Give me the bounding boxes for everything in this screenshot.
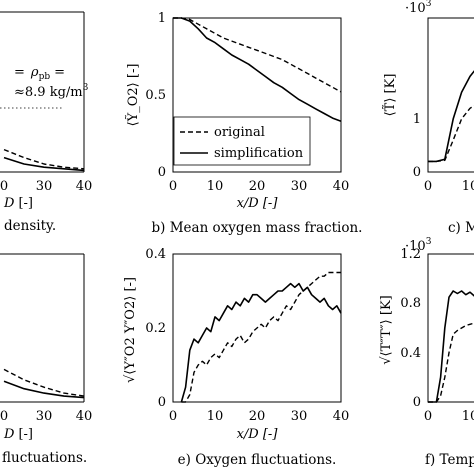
panel-e-caption: e) Oxygen fluctuations. — [178, 452, 337, 468]
panel-f-ytick-04: 0.4 — [400, 346, 421, 361]
panel-f-ylabel: √⟨T″T″⟩ [K] — [379, 295, 394, 364]
panel-b-xlabel: x/D [-] — [237, 196, 279, 211]
panel-b-series-simplification — [173, 17, 342, 122]
panel-a-annotation-line2: ≈8.9 kg/m3 — [14, 83, 89, 100]
panel-e-xtick-20: 20 — [249, 409, 266, 424]
panel-b-plot — [173, 17, 342, 122]
panel-d-plot — [3, 368, 85, 399]
legend-label-original: original — [214, 125, 265, 140]
panel-b-ytick-1: 1 — [158, 11, 166, 26]
panel-c-caption: c) M — [448, 220, 474, 236]
panel-f-xtick-0: 0 — [424, 409, 432, 424]
panel-a-xtick-0: 0 — [0, 179, 8, 194]
panel-e: 0.4 0.2 0 0 10 20 30 40 x/D [-] √⟨Y″O2 Y… — [123, 247, 349, 468]
panel-c-ytick-0: 0 — [413, 165, 421, 180]
panel-c: ·103 1 0 0 10 ⟨T̃⟩ [K] c) M — [382, 0, 474, 236]
legend-box — [173, 116, 311, 166]
panel-e-plot — [180, 271, 342, 403]
panel-b-xtick-0: 0 — [169, 179, 177, 194]
panel-a: = ρpb = ≈8.9 kg/m3 0 30 40 D [-] density. — [0, 11, 93, 234]
panel-f-frame — [427, 253, 474, 403]
panel-d-xtick-0: 0 — [0, 409, 8, 424]
panel-e-xtick-30: 30 — [291, 409, 308, 424]
panel-f-series-solid — [428, 290, 474, 403]
panel-c-xtick-0: 0 — [424, 179, 432, 194]
panel-d: 0 30 40 D [-] fluctuations. — [0, 253, 93, 466]
panel-e-ylabel: √⟨Y″O2 Y″O2⟩ [-] — [123, 277, 138, 383]
panel-b-xtick-40: 40 — [333, 179, 350, 194]
panel-f-plot — [428, 290, 474, 403]
panel-b-xtick-10: 10 — [207, 179, 224, 194]
panel-b-frame — [172, 17, 342, 173]
panel-d-caption: fluctuations. — [2, 450, 87, 466]
panel-f-caption: f) Temp — [425, 452, 474, 468]
panel-e-xtick-10: 10 — [207, 409, 224, 424]
panel-e-xtick-40: 40 — [333, 409, 350, 424]
panel-e-series-simplification — [180, 282, 342, 403]
panel-d-xtick-30: 30 — [36, 409, 53, 424]
panel-f-ytick-08: 0.8 — [400, 296, 421, 311]
panel-e-ytick-04: 0.4 — [145, 247, 166, 262]
panel-a-xtick-30: 30 — [36, 179, 53, 194]
panel-b-ytick-05: 0.5 — [145, 88, 166, 103]
panel-b-xtick-20: 20 — [249, 179, 266, 194]
panel-e-ytick-0: 0 — [158, 395, 166, 410]
panel-f-ytick-12: 1.2 — [400, 247, 421, 262]
panel-b-legend: original simplification — [173, 116, 311, 166]
panel-e-xtick-0: 0 — [169, 409, 177, 424]
panel-c-exponent: ·103 — [405, 0, 432, 16]
panel-a-xtick-40: 40 — [76, 179, 93, 194]
panel-c-ytick-1: 1 — [413, 112, 421, 127]
panel-e-xlabel: x/D [-] — [237, 427, 279, 442]
panel-b-caption: b) Mean oxygen mass fraction. — [152, 220, 363, 236]
panel-f: ·103 1.2 0.8 0.4 0 0 10 √⟨T″T″⟩ [K] f) T… — [379, 237, 474, 468]
panel-d-series-solid — [3, 380, 85, 399]
panel-b: 1 0.5 0 0 10 20 30 40 x/D [-] ⟨Ỹ_O2⟩ [-]… — [125, 11, 362, 236]
panel-a-series-solid — [3, 156, 85, 172]
panel-b-ylabel: ⟨Ỹ_O2⟩ [-] — [125, 64, 141, 127]
legend-label-simplification: simplification — [214, 146, 304, 161]
panel-f-ytick-0: 0 — [413, 395, 421, 410]
panel-c-xtick-10: 10 — [462, 179, 474, 194]
panel-c-frame — [427, 17, 474, 173]
panel-c-ylabel: ⟨T̃⟩ [K] — [382, 74, 398, 117]
panel-b-xtick-30: 30 — [291, 179, 308, 194]
panel-a-series-dashed — [3, 148, 85, 170]
panel-c-plot — [428, 70, 474, 163]
panel-b-ytick-0: 0 — [158, 165, 166, 180]
panel-a-caption: density. — [4, 218, 56, 234]
panel-d-xtick-40: 40 — [76, 409, 93, 424]
panel-e-frame — [172, 253, 342, 403]
panel-e-ytick-02: 0.2 — [145, 321, 166, 336]
panel-f-xtick-10: 10 — [462, 409, 474, 424]
panel-d-xlabel: D [-] — [3, 427, 33, 442]
panel-d-series-dashed — [3, 368, 85, 397]
panel-b-series-original — [173, 17, 342, 93]
panel-c-series-dashed — [428, 104, 474, 163]
panel-f-exponent: ·103 — [405, 237, 432, 254]
panel-a-xlabel: D [-] — [3, 196, 33, 211]
panel-a-plot — [3, 148, 85, 172]
panel-a-annotation-line1: = ρpb = — [14, 65, 65, 82]
panel-e-series-original — [181, 271, 341, 403]
panel-f-series-dashed — [428, 322, 474, 403]
